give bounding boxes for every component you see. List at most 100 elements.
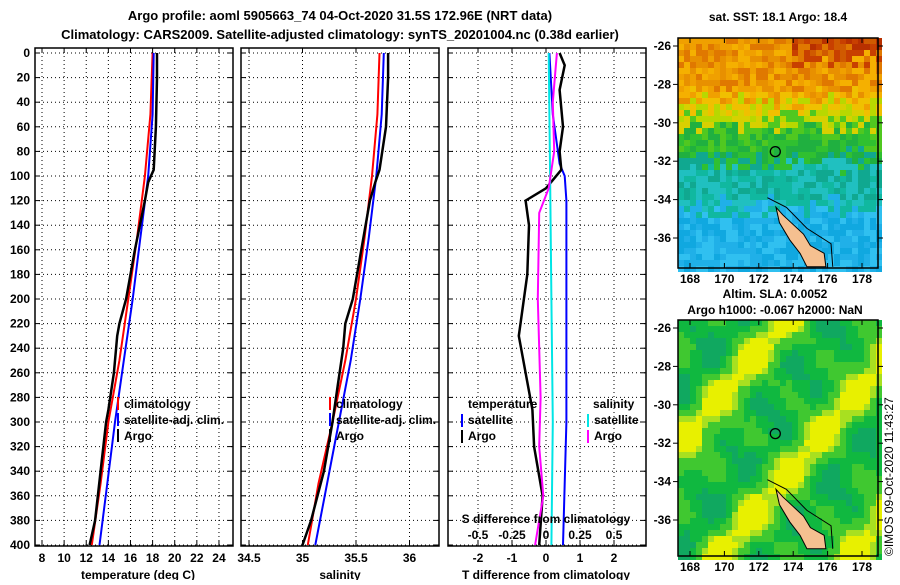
- map-pixel: [708, 128, 714, 134]
- map-pixel: [762, 248, 768, 254]
- map-pixel: [678, 344, 684, 350]
- map-pixel: [780, 344, 786, 350]
- map-pixel: [738, 494, 744, 500]
- map-pixel: [834, 536, 840, 542]
- map-pixel: [828, 326, 834, 332]
- map-pixel: [804, 416, 810, 422]
- map-pixel: [858, 548, 864, 554]
- map-pixel: [726, 416, 732, 422]
- map-pixel: [780, 92, 786, 98]
- map-pixel: [846, 476, 852, 482]
- map-pixel: [690, 110, 696, 116]
- map-pixel: [816, 212, 822, 218]
- map-pixel: [678, 524, 684, 530]
- map-pixel: [822, 242, 828, 248]
- map-pixel: [750, 542, 756, 548]
- lon-tick-label: 170: [714, 272, 734, 286]
- map-pixel: [714, 230, 720, 236]
- lon-tick-label: 172: [749, 560, 769, 574]
- map-pixel: [798, 176, 804, 182]
- map-pixel: [708, 104, 714, 110]
- map-pixel: [714, 182, 720, 188]
- map-pixel: [852, 44, 858, 50]
- map-pixel: [798, 326, 804, 332]
- map-pixel: [702, 74, 708, 80]
- map-pixel: [834, 476, 840, 482]
- map-pixel: [690, 224, 696, 230]
- map-pixel: [702, 464, 708, 470]
- map-pixel: [702, 392, 708, 398]
- map-pixel: [678, 44, 684, 50]
- map-pixel: [840, 146, 846, 152]
- map-pixel: [720, 170, 726, 176]
- map-pixel: [690, 182, 696, 188]
- map-pixel: [756, 194, 762, 200]
- map-pixel: [720, 512, 726, 518]
- map-pixel: [870, 500, 876, 506]
- map-pixel: [774, 230, 780, 236]
- panel-frame: [34, 47, 234, 547]
- map-pixel: [804, 500, 810, 506]
- sla-map-title: Altim. SLA: 0.0052: [723, 287, 828, 301]
- map-pixel: [810, 182, 816, 188]
- map-pixel: [834, 518, 840, 524]
- map-pixel: [732, 182, 738, 188]
- legend-argo: Argo: [336, 429, 364, 443]
- map-pixel: [726, 134, 732, 140]
- map-pixel: [714, 494, 720, 500]
- map-pixel: [714, 224, 720, 230]
- map-pixel: [756, 404, 762, 410]
- map-pixel: [768, 242, 774, 248]
- map-pixel: [822, 170, 828, 176]
- map-pixel: [804, 230, 810, 236]
- map-pixel: [696, 110, 702, 116]
- map-pixel: [786, 548, 792, 554]
- map-pixel: [768, 524, 774, 530]
- map-pixel: [864, 542, 870, 548]
- map-pixel: [678, 362, 684, 368]
- map-pixel: [678, 446, 684, 452]
- map-pixel: [744, 320, 750, 326]
- map-pixel: [828, 500, 834, 506]
- map-pixel: [876, 524, 882, 530]
- map-pixel: [684, 236, 690, 242]
- map-pixel: [726, 122, 732, 128]
- map-pixel: [726, 50, 732, 56]
- map-pixel: [774, 44, 780, 50]
- map-pixel: [756, 206, 762, 212]
- map-pixel: [870, 392, 876, 398]
- map-pixel: [756, 530, 762, 536]
- map-pixel: [744, 116, 750, 122]
- map-pixel: [852, 134, 858, 140]
- map-pixel: [870, 374, 876, 380]
- legend-temperature-title: temperature: [468, 397, 538, 411]
- map-pixel: [804, 422, 810, 428]
- legend-argo: Argo: [124, 429, 152, 443]
- map-pixel: [828, 464, 834, 470]
- map-pixel: [726, 458, 732, 464]
- t-diff-xlabel: T difference from climatology: [462, 568, 630, 580]
- map-pixel: [708, 374, 714, 380]
- map-pixel: [756, 488, 762, 494]
- map-pixel: [714, 452, 720, 458]
- map-pixel: [744, 446, 750, 452]
- map-pixel: [732, 254, 738, 260]
- map-pixel: [690, 92, 696, 98]
- map-pixel: [816, 200, 822, 206]
- map-pixel: [684, 446, 690, 452]
- map-pixel: [864, 368, 870, 374]
- map-pixel: [798, 182, 804, 188]
- map-pixel: [840, 512, 846, 518]
- map-pixel: [870, 506, 876, 512]
- map-pixel: [810, 224, 816, 230]
- map-pixel: [738, 554, 744, 560]
- map-pixel: [804, 476, 810, 482]
- map-pixel: [726, 200, 732, 206]
- map-pixel: [714, 128, 720, 134]
- map-pixel: [750, 110, 756, 116]
- map-pixel: [852, 488, 858, 494]
- map-pixel: [816, 50, 822, 56]
- map-pixel: [828, 74, 834, 80]
- map-pixel: [738, 434, 744, 440]
